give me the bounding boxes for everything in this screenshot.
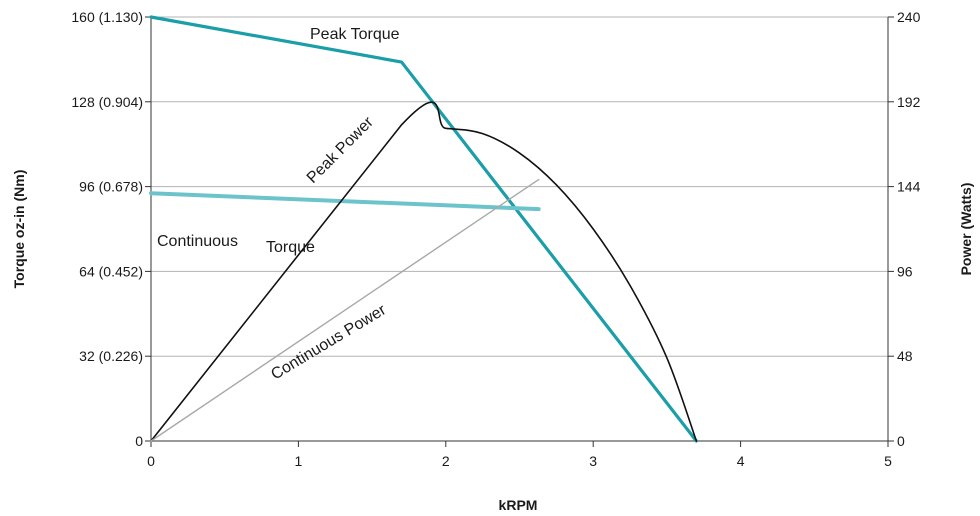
y-tick-label-left: 64 (0.452) — [79, 263, 143, 279]
y-tick-label-left: 128 (0.904) — [71, 94, 143, 110]
y-tick-label-right: 192 — [897, 94, 921, 110]
x-axis-title: kRPM — [499, 497, 538, 513]
y-tick-label-left: 0 — [135, 433, 143, 449]
peak-torque-label: Peak Torque — [310, 26, 400, 43]
continuous-torque-label-1: Continuous — [157, 233, 238, 250]
series-lines — [149, 15, 698, 443]
x-tick-label: 5 — [884, 453, 892, 469]
continuous-power-label: Continuous Power — [268, 301, 389, 383]
y-tick-label-right: 96 — [897, 263, 913, 279]
peak-torque-line — [149, 15, 698, 443]
y-axis-title-left: Torque oz-in (Nm) — [11, 170, 27, 289]
x-tick-label: 0 — [147, 453, 155, 469]
y-tick-label-left: 160 (1.130) — [71, 9, 143, 25]
y-tick-label-right: 240 — [897, 9, 921, 25]
y-tick-label-left: 32 (0.226) — [79, 348, 143, 364]
x-tick-label: 3 — [589, 453, 597, 469]
peak-power-line — [150, 101, 698, 442]
continuous-torque-line — [149, 191, 541, 212]
y-tick-label-left: 96 (0.678) — [79, 179, 143, 195]
x-tick-label: 4 — [737, 453, 745, 469]
x-tick-label: 1 — [295, 453, 303, 469]
continuous-torque-label-2: Torque — [266, 239, 315, 256]
axes — [145, 16, 894, 447]
peak-power-label: Peak Power — [304, 113, 377, 186]
x-tick-label: 2 — [442, 453, 450, 469]
gridlines — [151, 16, 888, 357]
y-tick-label-right: 48 — [897, 348, 913, 364]
y-axis-title-right: Power (Watts) — [958, 183, 974, 276]
continuous-power-line — [150, 178, 540, 442]
y-tick-label-right: 0 — [897, 433, 905, 449]
y-tick-label-right: 144 — [897, 179, 921, 195]
